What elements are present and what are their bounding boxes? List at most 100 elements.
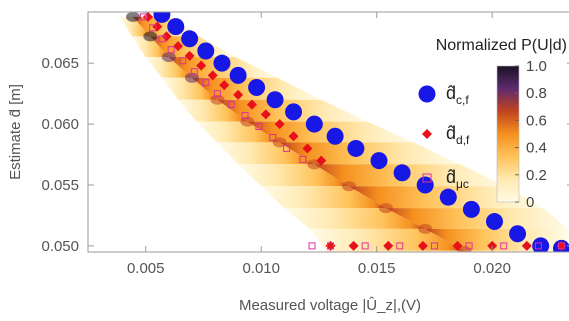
diamond-marker [452, 240, 463, 251]
diamond-marker [246, 99, 257, 110]
open-square-marker [534, 242, 542, 250]
density-band-bottom [325, 250, 569, 252]
y-axis-title: Estimate d̂ [m] [7, 84, 24, 180]
circle-marker [462, 200, 480, 218]
open-square-marker [557, 242, 565, 250]
diamond-marker [521, 240, 532, 251]
open-square-marker [396, 242, 404, 250]
colorbar-tick-label: 1.0 [526, 58, 547, 75]
open-square-marker [299, 155, 307, 163]
density-peak [240, 116, 255, 127]
diamond-marker [487, 240, 498, 251]
diamond-marker [161, 31, 172, 42]
density-band-left [261, 186, 386, 209]
diamond-marker [417, 240, 428, 251]
legend-label: d̂c,f [446, 83, 469, 107]
open-square-marker [361, 242, 369, 250]
circle-marker [248, 79, 266, 97]
open-square-marker [213, 90, 221, 98]
open-square-marker [158, 35, 166, 43]
y-tick-label: 0.050 [41, 238, 79, 255]
open-square-marker [202, 79, 210, 87]
circle-marker [213, 54, 231, 72]
circle-marker [393, 164, 411, 182]
colorbar-tick-label: 0.8 [526, 85, 547, 102]
density-peak [341, 181, 356, 192]
colorbar-tick-label: 0.2 [526, 167, 547, 184]
series-square-open [139, 13, 565, 250]
diamond-marker [219, 80, 230, 91]
density-band-left [178, 99, 248, 122]
circle-marker [153, 12, 171, 23]
open-square-marker [269, 133, 277, 141]
open-square-marker [139, 13, 147, 21]
density-band-right [279, 142, 460, 165]
circle-marker [370, 152, 388, 170]
diamond-marker [288, 131, 299, 142]
density-band-left [238, 164, 349, 187]
density-band-right [385, 208, 569, 229]
colorbar-bar [496, 65, 520, 203]
diamond-marker [316, 155, 327, 166]
colorbar: Normalized P(U|d) 0 0.2 0.4 0.6 0.8 1.0 [436, 37, 567, 211]
density-band-left [120, 16, 151, 37]
legend-item-diamond: d̂d,f [422, 123, 470, 147]
diamond-marker [152, 21, 163, 32]
density-peak [126, 12, 141, 22]
diamond-marker [173, 41, 184, 52]
y-tick-label: 0.060 [41, 116, 79, 133]
density-band-left [131, 36, 169, 58]
circle-marker [181, 30, 199, 48]
diamond-marker [274, 119, 285, 130]
legend-circle-marker [418, 85, 436, 103]
open-square-marker [190, 68, 198, 76]
circle-marker [305, 115, 323, 133]
diamond-marker [383, 240, 394, 251]
open-square-marker [255, 123, 263, 131]
y-tick-label: 0.055 [41, 177, 79, 194]
open-square-marker [227, 101, 235, 109]
colorbar-tick-label: 0.6 [526, 112, 547, 129]
plot-frame [87, 11, 569, 253]
legend-diamond-marker [422, 129, 432, 139]
legend-label: d̂μc [446, 167, 469, 191]
circle-marker [347, 139, 365, 157]
diamond-marker [184, 50, 195, 61]
open-square-marker [167, 46, 175, 54]
open-square-marker [308, 242, 316, 250]
legend-item-square-open: d̂μc [422, 167, 469, 191]
open-square-marker [149, 24, 157, 32]
circle-marker [285, 103, 303, 121]
density-peak [378, 203, 393, 214]
circle-marker [266, 91, 284, 109]
open-square-marker [465, 242, 473, 250]
density-peak [143, 31, 158, 42]
density-peak [161, 52, 176, 63]
open-square-marker [500, 242, 508, 250]
x-tick-label: 0.020 [473, 260, 511, 277]
density-peak [418, 223, 433, 234]
open-square-marker [283, 144, 291, 152]
series-layer [139, 12, 569, 252]
diamond-marker [207, 70, 218, 81]
diamond-marker [302, 143, 313, 154]
circle-marker [167, 18, 185, 36]
x-tick-label: 0.015 [358, 260, 396, 277]
open-square-marker [241, 112, 249, 120]
circle-marker [485, 213, 503, 231]
circle-marker [439, 188, 457, 206]
open-square-marker [430, 242, 438, 250]
circle-marker [326, 127, 344, 145]
plot-axes: 0.005 0.010 0.015 0.020 0.050 0.055 0.060 0.065… [7, 11, 569, 314]
legend: d̂c,f d̂d,f d̂μc [418, 83, 470, 191]
density-band-left [217, 142, 315, 165]
density-band-left [196, 121, 280, 143]
y-tick-label: 0.065 [41, 55, 79, 72]
circle-marker [197, 42, 215, 60]
density-band-left [284, 208, 426, 229]
circle-marker [532, 237, 550, 252]
x-tick-label: 0.010 [242, 260, 280, 277]
diamond-marker [233, 89, 244, 100]
colorbar-tick-label: 0 [526, 194, 534, 211]
